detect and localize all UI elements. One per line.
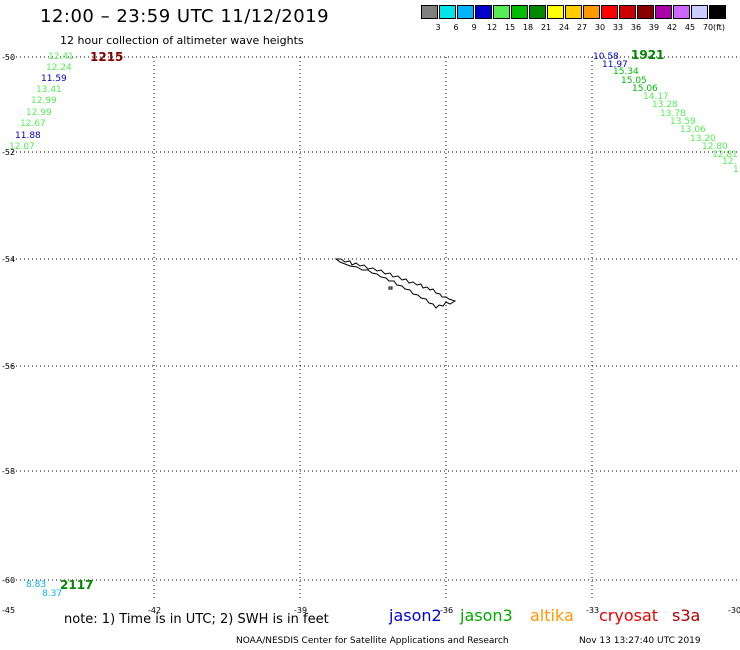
wave-height-value: 12.67 — [20, 119, 46, 129]
satellite-label-altika: altika — [530, 606, 574, 625]
satellite-label-jason2: jason2 — [389, 606, 442, 625]
wave-height-value: 12. — [722, 157, 737, 167]
latitude-label: -54 — [2, 255, 15, 264]
longitude-labels: -45 -42 -39 -36 -33 -30 — [2, 606, 740, 615]
legend-swatch — [439, 5, 456, 19]
longitude-label: -42 — [148, 606, 161, 615]
legend-swatch — [457, 5, 474, 19]
pass-time-label: 2117 — [60, 578, 94, 592]
legend-label: 36 — [630, 23, 642, 32]
latitude-labels: -50 -52 -54 -56 -58 -60 — [2, 53, 15, 585]
wave-height-value: 11.97 — [602, 60, 628, 70]
legend-unit: (ft) — [712, 23, 726, 32]
latitude-label: -60 — [2, 576, 15, 585]
legend-swatch — [709, 5, 726, 19]
map-subtitle: 12 hour collection of altimeter wave hei… — [60, 34, 304, 47]
wave-height-value: 13.28 — [652, 100, 678, 110]
pass-time-label: 1921 — [631, 48, 665, 62]
legend-swatch — [655, 5, 672, 19]
legend-label: 18 — [522, 23, 534, 32]
legend-label: 6 — [453, 23, 459, 32]
legend-label: 21 — [540, 23, 552, 32]
wave-height-value: 12.41 — [48, 52, 74, 62]
legend-swatch — [565, 5, 582, 19]
wave-height-value: 10.58 — [593, 52, 619, 62]
wave-height-value: 13.20 — [690, 134, 716, 144]
legend-label: 9 — [471, 23, 477, 32]
wave-height-value: 11.88 — [15, 131, 41, 141]
legend-swatch — [547, 5, 564, 19]
satellite-label-jason3: jason3 — [460, 606, 513, 625]
latitude-label: -52 — [2, 148, 15, 157]
legend-label: 27 — [576, 23, 588, 32]
wave-height-value: 8.37 — [42, 589, 63, 599]
wave-height-value: 12.99 — [31, 96, 57, 106]
map-title: 12:00 – 23:59 UTC 11/12/2019 — [40, 6, 330, 27]
wave-height-value: 15.34 — [613, 67, 639, 77]
legend-label: 33 — [612, 23, 624, 32]
south-georgia-island — [334, 258, 457, 309]
wave-height-value: 13.06 — [680, 125, 706, 135]
legend-swatch — [529, 5, 546, 19]
wave-height-value: 14.17 — [643, 92, 669, 102]
coast-islet — [388, 286, 393, 290]
wave-height-value: 12.81 — [712, 150, 738, 160]
legend-swatch — [673, 5, 690, 19]
legend-swatch — [601, 5, 618, 19]
generation-timestamp: Nov 13 13:27:40 UTC 2019 — [579, 636, 701, 646]
footer-note: note: 1) Time is in UTC; 2) SWH is in fe… — [64, 612, 329, 627]
satellite-label-cryosat: cryosat — [599, 606, 659, 625]
legend-swatch — [637, 5, 654, 19]
legend-label: 3 — [435, 23, 441, 32]
legend-label: 15 — [504, 23, 516, 32]
satellite-label-s3a: s3a — [672, 606, 701, 625]
wave-height-value: 11.59 — [41, 74, 67, 84]
legend-swatch — [475, 5, 492, 19]
wave-height-value: 13.41 — [36, 85, 62, 95]
wave-height-value: 15.05 — [621, 76, 647, 86]
wave-height-value: 12.07 — [9, 142, 35, 152]
legend-swatch — [421, 5, 438, 19]
legend-label: 24 — [558, 23, 570, 32]
pass-time-label: 1215 — [90, 50, 124, 64]
longitude-label: -39 — [294, 606, 307, 615]
longitude-label: -45 — [2, 606, 15, 615]
latitude-label: -56 — [2, 362, 15, 371]
wave-height-value: 12.99 — [26, 108, 52, 118]
legend-swatch — [619, 5, 636, 19]
wave-height-value: 8.83 — [26, 580, 47, 590]
latitude-label: -58 — [2, 467, 15, 476]
legend-swatch — [511, 5, 528, 19]
grid-lines — [8, 56, 738, 601]
legend-label: 12 — [486, 23, 498, 32]
legend-label: 45 — [684, 23, 696, 32]
legend-label: 42 — [666, 23, 678, 32]
wave-height-value: 1 — [733, 165, 739, 175]
longitude-label: -33 — [586, 606, 599, 615]
wave-height-value: 12.24 — [46, 63, 72, 73]
wave-height-value: 13.59 — [670, 117, 696, 127]
wave-height-value: 12.80 — [702, 142, 728, 152]
legend-label: 39 — [648, 23, 660, 32]
credit-text: NOAA/NESDIS Center for Satellite Applica… — [236, 636, 509, 646]
wave-height-value: 15.06 — [632, 84, 658, 94]
legend-swatch — [493, 5, 510, 19]
wave-height-value: 13.78 — [660, 109, 686, 119]
legend-label: 70 — [702, 23, 714, 32]
legend-label: 30 — [594, 23, 606, 32]
longitude-label: -30 — [728, 606, 740, 615]
legend-swatch — [583, 5, 600, 19]
legend-swatch — [691, 5, 708, 19]
longitude-label: -36 — [440, 606, 453, 615]
latitude-label: -50 — [2, 53, 15, 62]
